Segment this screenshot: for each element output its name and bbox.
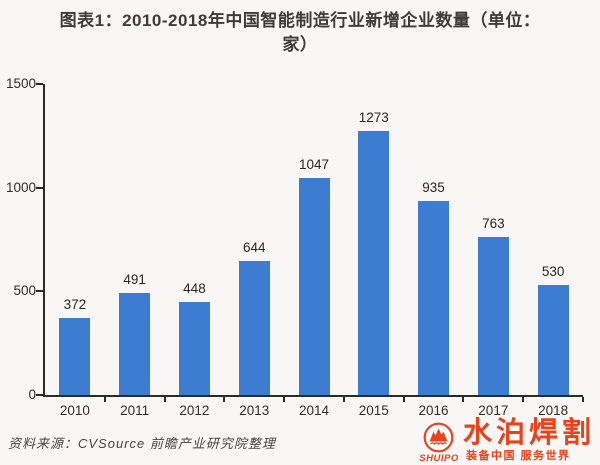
bar xyxy=(119,293,151,395)
x-tick-label: 2015 xyxy=(358,403,389,418)
shuipo-brand-en: SHUIPO xyxy=(419,453,459,464)
x-tick-mark xyxy=(462,397,465,402)
x-tick-mark xyxy=(342,397,345,402)
bar xyxy=(418,201,450,395)
y-tick-label: 1500 xyxy=(5,76,36,91)
shuipo-logo-icon xyxy=(423,422,454,453)
bar xyxy=(537,285,569,395)
bar xyxy=(477,237,509,395)
bar-value-label: 644 xyxy=(242,240,266,255)
x-tick-label: 2014 xyxy=(298,403,330,418)
bar-value-label: 530 xyxy=(541,264,565,279)
bar xyxy=(178,302,210,395)
bar-value-label: 372 xyxy=(63,297,87,312)
y-tick-label: 1000 xyxy=(5,179,36,195)
x-tick-mark xyxy=(522,397,525,402)
bar-value-label: 935 xyxy=(422,180,445,195)
source-note: 资料来源：CVSource 前瞻产业研究院整理 xyxy=(8,436,276,451)
x-tick-label: 2013 xyxy=(239,403,270,418)
x-tick-mark xyxy=(223,397,226,402)
x-tick-mark xyxy=(103,397,106,402)
shuipo-brand-cn: 水泊焊割 xyxy=(463,417,596,449)
x-tick-label: 2016 xyxy=(418,403,449,418)
bar-value-label: 448 xyxy=(183,281,206,296)
x-tick-mark xyxy=(283,397,286,402)
chart-title: 图表1：2010-2018年中国智能制造行业新增企业数量（单位： 家） xyxy=(0,9,600,57)
x-tick-mark xyxy=(163,397,166,402)
x-tick-label: 2012 xyxy=(179,403,210,418)
y-tick-label: 0 xyxy=(28,387,36,402)
y-tick-mark xyxy=(36,83,43,85)
x-tick-label: 2017 xyxy=(478,403,509,418)
bar-value-label: 491 xyxy=(123,272,146,287)
shuipo-slogan: 装备中国 服务世界 xyxy=(466,450,571,462)
x-tick-label: 2010 xyxy=(59,403,90,418)
x-tick-mark xyxy=(582,397,584,402)
y-axis-line xyxy=(43,84,45,397)
bar xyxy=(59,318,91,395)
chart-title-line1: 图表1：2010-2018年中国智能制造行业新增企业数量（单位： xyxy=(59,11,541,30)
x-axis-line xyxy=(43,395,583,397)
bar-value-label: 1273 xyxy=(358,110,389,125)
shuipo-watermark: SHUIPO 水泊焊割 装备中国 服务世界 xyxy=(419,417,600,465)
x-tick-label: 2018 xyxy=(538,403,569,418)
y-tick-label: 500 xyxy=(13,283,36,299)
bar-value-label: 1047 xyxy=(298,157,330,172)
bar xyxy=(358,131,390,395)
bar xyxy=(238,261,270,395)
chart-title-line2: 家） xyxy=(282,35,318,54)
bar-value-label: 763 xyxy=(482,216,505,231)
bar xyxy=(298,178,330,395)
y-tick-mark xyxy=(36,186,43,189)
y-tick-mark xyxy=(36,394,43,396)
x-tick-label: 2011 xyxy=(120,403,150,418)
y-tick-mark xyxy=(36,290,43,293)
x-tick-mark xyxy=(402,397,405,402)
